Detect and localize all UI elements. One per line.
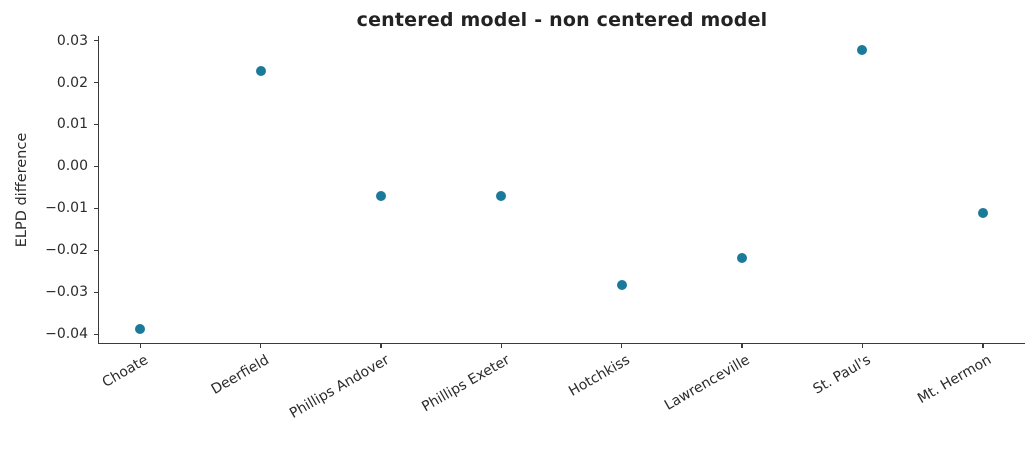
y-tick-label: −0.03 bbox=[45, 284, 88, 301]
data-point bbox=[616, 279, 627, 290]
x-tick-mark bbox=[139, 343, 141, 348]
y-tick-label: 0.00 bbox=[56, 158, 88, 175]
x-tick-mark bbox=[741, 343, 743, 348]
x-tick-label: Lawrenceville bbox=[662, 352, 754, 414]
y-tick-label: 0.01 bbox=[56, 116, 88, 133]
chart-title: centered model - non centered model bbox=[356, 9, 768, 31]
y-tick-mark bbox=[93, 165, 98, 168]
x-tick-mark bbox=[621, 343, 623, 348]
data-point bbox=[737, 253, 748, 264]
data-point bbox=[857, 44, 868, 55]
x-tick-label: Mt. Hermon bbox=[914, 352, 994, 407]
x-tick-label: Hotchkiss bbox=[566, 352, 633, 400]
y-tick-mark bbox=[93, 207, 98, 210]
data-point bbox=[375, 191, 386, 202]
data-point bbox=[496, 191, 507, 202]
y-tick-mark bbox=[93, 81, 98, 84]
data-point bbox=[135, 323, 146, 334]
x-tick-mark bbox=[500, 343, 502, 348]
y-tick-mark bbox=[93, 40, 98, 42]
y-tick-mark bbox=[93, 291, 98, 293]
y-tick-mark bbox=[93, 123, 98, 126]
y-tick-mark bbox=[93, 249, 98, 251]
x-tick-label: St. Paul's bbox=[810, 352, 874, 398]
y-tick-label: −0.04 bbox=[45, 326, 88, 343]
y-tick-label: −0.02 bbox=[45, 242, 88, 259]
y-tick-label: −0.01 bbox=[45, 200, 88, 217]
x-tick-label: Phillips Exeter bbox=[418, 352, 513, 416]
data-point bbox=[977, 208, 988, 219]
data-point bbox=[255, 66, 266, 77]
y-axis-spine bbox=[97, 36, 99, 343]
x-tick-mark bbox=[861, 343, 864, 348]
x-tick-label: Phillips Andover bbox=[286, 352, 392, 422]
x-tick-mark bbox=[259, 343, 262, 348]
x-tick-mark bbox=[380, 343, 382, 348]
x-tick-label: Choate bbox=[99, 352, 152, 391]
y-tick-label: 0.03 bbox=[56, 32, 88, 49]
y-tick-label: 0.02 bbox=[56, 74, 88, 91]
y-tick-mark bbox=[93, 333, 98, 335]
x-tick-label: Deerfield bbox=[208, 352, 272, 398]
x-axis-spine bbox=[97, 342, 1025, 344]
x-tick-mark bbox=[982, 343, 984, 348]
